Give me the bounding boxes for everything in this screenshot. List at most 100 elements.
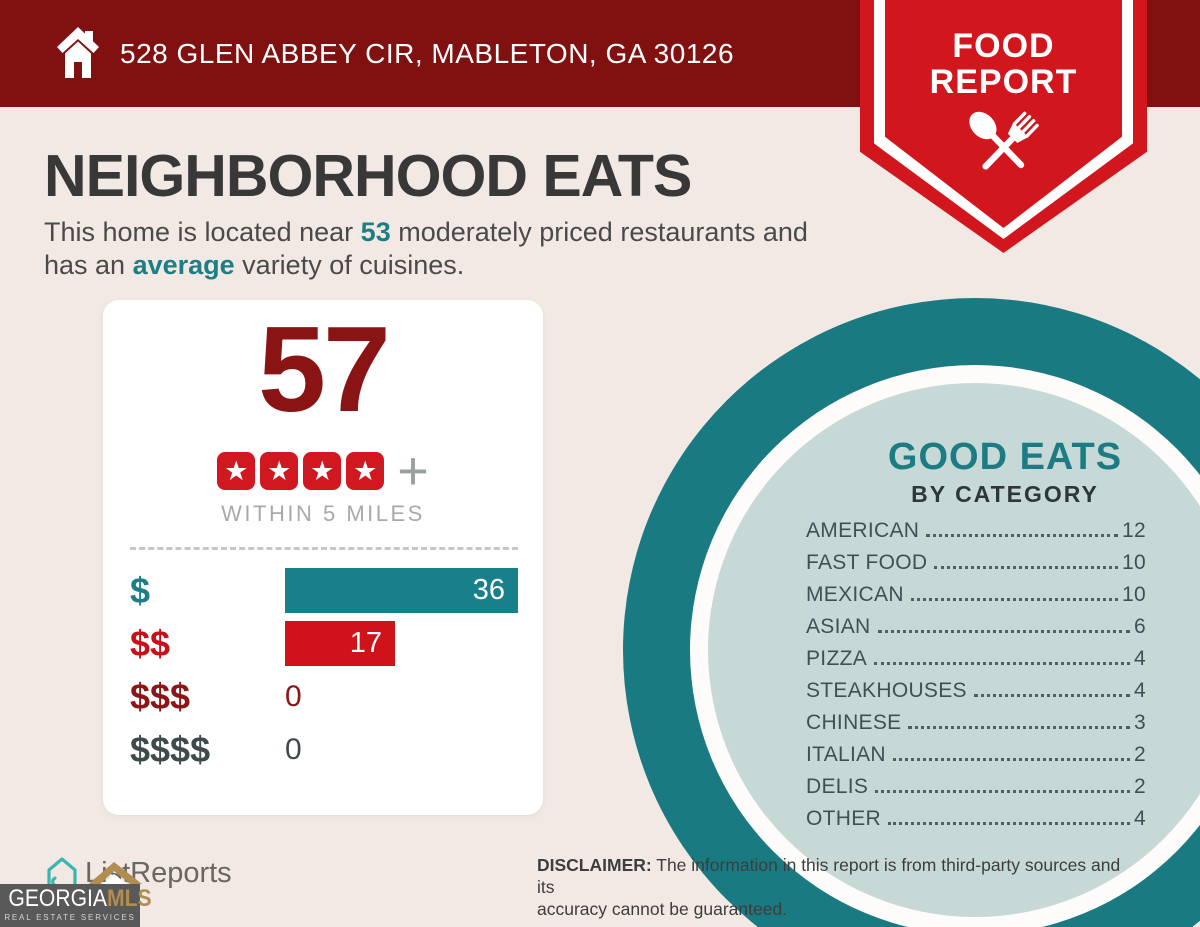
dot-leader [877,630,1131,633]
intro-text: This home is located near 53 moderately … [44,216,864,282]
intro-cont: has an [44,249,133,280]
food-report-ribbon: FOOD REPORT [860,0,1147,253]
category-value: 4 [1134,679,1146,702]
price-level-label: $$$$ [130,728,211,770]
category-value: 10 [1122,551,1146,574]
dot-leader [892,758,1131,761]
category-value: 3 [1134,711,1146,734]
price-bar-zone: 0 0 [285,674,521,719]
price-zero-value: 0 [285,680,302,713]
category-label: STEAKHOUSES [806,679,967,702]
disclaimer-text-line2: accuracy cannot be guaranteed. [537,898,788,919]
mls-tagline: REAL ESTATE SERVICES [4,913,136,922]
restaurant-score-card: 57 ★★★★+ WITHIN 5 MILES $ 36 36 $$ 17 17 [103,300,543,815]
good-eats-circle-fill [708,383,1200,917]
good-eats-heading: GOOD EATS BY CATEGORY [818,436,1192,508]
category-row: AMERICAN 12 [806,519,1146,551]
page-title: NEIGHBORHOOD EATS [44,143,692,209]
ribbon-title-line1: FOOD [952,27,1055,65]
price-row-1: $ 36 36 [130,568,521,613]
intro-post: variety of cuisines. [234,249,465,280]
star-icon: ★ [346,452,385,490]
category-row: CHINESE 3 [806,711,1146,743]
georgia-mls-logo: GEORGIAMLS REAL ESTATE SERVICES [0,862,152,927]
category-label: PIZZA [806,647,868,670]
star-rating: ★ ★ ★ ★ + [103,441,543,501]
category-row: STEAKHOUSES 4 [806,679,1146,711]
price-bar: 17 [285,621,395,666]
price-row-2: $$ 17 17 [130,621,521,666]
dot-leader [908,726,1131,729]
category-label: CHINESE [806,711,902,734]
dot-leader [926,534,1119,537]
mls-box: GEORGIAMLS REAL ESTATE SERVICES [0,884,152,927]
ribbon-title-line2: REPORT [929,63,1078,102]
star-icon: ★ [260,452,299,490]
category-label: ITALIAN [806,743,886,766]
dot-leader [888,822,1131,825]
disclaimer-label: DISCLAIMER: [537,855,652,875]
radius-label: WITHIN 5 MILES [221,501,425,526]
dot-leader [875,790,1131,793]
mls-roof-icon [84,862,142,893]
category-label: MEXICAN [806,583,904,606]
category-label: FAST FOOD [806,551,928,574]
dot-leader [910,598,1119,601]
good-eats-title: GOOD EATS [887,436,1123,478]
category-row: DELIS 2 [806,775,1146,807]
price-bar-zone: 36 36 [285,568,521,613]
intro-mid: moderately priced restaurants and [390,217,808,247]
mls-wordmark: GEORGIAMLS [8,885,151,912]
home-icon [55,26,101,85]
category-value: 4 [1134,807,1146,830]
category-label: OTHER [806,807,881,830]
category-label: AMERICAN [806,519,920,542]
restaurant-score: 57 [258,301,391,437]
property-address: 528 GLEN ABBEY CIR, MABLETON, GA 30126 [120,37,735,69]
category-value: 2 [1134,743,1146,766]
category-value: 4 [1134,647,1146,670]
price-bar-zone: 0 0 [285,727,521,772]
price-bar-value: 36 [472,574,505,606]
price-level-label: $$ [130,622,171,664]
mls-wordmark-mls: MLS [106,885,152,912]
category-row: MEXICAN 10 [806,583,1146,615]
category-row: FAST FOOD 10 [806,551,1146,583]
mls-wordmark-georgia: GEORGIA [8,885,107,912]
category-value: 2 [1134,775,1146,798]
intro-pre: This home is located near [44,217,361,247]
dot-leader [973,694,1131,697]
category-label: DELIS [806,775,869,798]
price-bar-value: 17 [349,627,382,659]
price-row-4: $$$$ 0 0 [130,727,521,772]
disclaimer: DISCLAIMER: The information in this repo… [537,855,1137,921]
price-level-label: $ [130,569,151,611]
category-row: ASIAN 6 [806,615,1146,647]
dot-leader [934,566,1119,569]
restaurant-count: 53 [360,217,391,247]
category-value: 6 [1134,615,1146,638]
plus-icon: + [397,441,429,501]
price-bar-zone: 17 17 [285,621,521,666]
price-row-3: $$$ 0 0 [130,674,521,719]
price-zero-value: 0 [285,733,302,766]
category-row: ITALIAN 2 [806,743,1146,775]
variety-highlight: average [132,249,235,280]
category-label: ASIAN [806,615,871,638]
star-icon: ★ [217,452,256,490]
category-list: AMERICAN 12 FAST FOOD 10 MEXICAN 10 ASIAN 6 … [806,519,1146,839]
category-value: 12 [1122,519,1146,542]
dashed-divider [130,547,518,550]
disclaimer-text-line1: The information in this report is from t… [537,855,1121,897]
star-icon: ★ [303,452,342,490]
category-value: 10 [1122,583,1146,606]
price-level-chart: $ 36 36 $$ 17 17 $$$ 0 0 [130,568,521,780]
dot-leader [874,662,1131,665]
price-level-label: $$$ [130,675,191,717]
category-row: OTHER 4 [806,807,1146,839]
category-row: PIZZA 4 [806,647,1146,679]
ribbon-title: FOOD REPORT [860,28,1147,100]
price-bar: 36 [285,568,518,613]
good-eats-subtitle: BY CATEGORY [911,481,1099,507]
